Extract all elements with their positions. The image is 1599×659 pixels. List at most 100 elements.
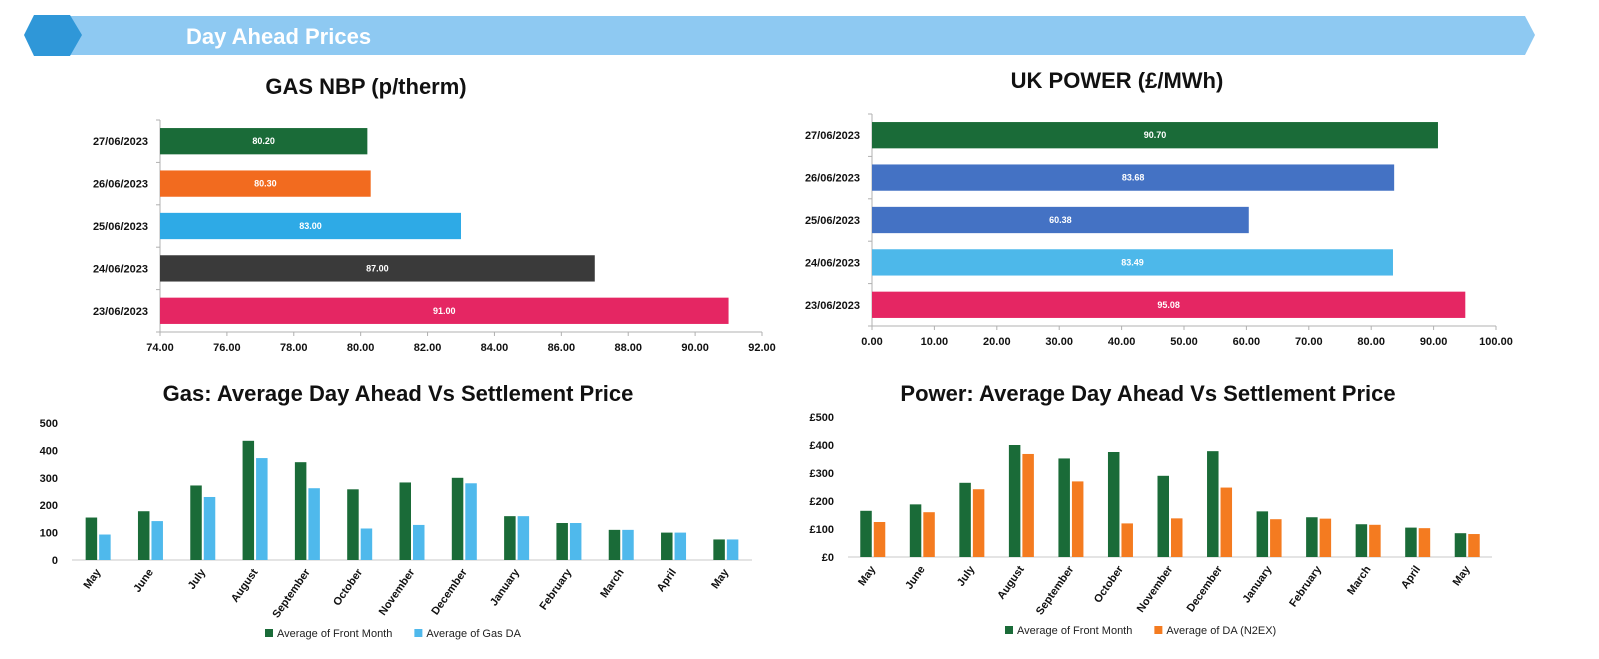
uk-power-bar [872,122,1438,149]
power-average-bar [1058,458,1070,557]
gas-average-y-tick-label: 0 [52,555,58,567]
power-average-category-label: May [856,563,879,588]
power-average-bar [1171,518,1183,557]
power-average-category-label: April [1399,564,1423,591]
power-average-legend-swatch [1005,626,1013,634]
power-average-category-label: September [1034,563,1077,617]
power-average-y-tick-label: £400 [810,440,834,452]
gas-nbp-x-tick-label: 78.00 [280,342,308,354]
gas-average-bar [99,534,111,560]
uk-power-x-tick-label: 20.00 [983,336,1011,348]
gas-average-category-label: May [82,566,105,591]
uk-power-category-label: 27/06/2023 [805,130,860,142]
gas-average-bar [399,482,411,560]
gas-average-plot: Gas: Average Day Ahead Vs Settlement Pri… [40,381,752,640]
gas-average-category-label: June [131,567,156,595]
gas-nbp-x-tick-label: 86.00 [548,342,576,354]
uk-power-title: UK POWER (£/MWh) [1011,68,1224,93]
power-average-bar [923,512,935,557]
gas-nbp-x-tick-label: 92.00 [748,342,776,354]
gas-average-legend-label: Average of Gas DA [426,628,521,640]
uk-power-x-tick-label: 100.00 [1479,336,1513,348]
power-average-bar [1454,533,1467,557]
gas-nbp-data-label: 91.00 [433,306,456,316]
gas-nbp-category-label: 27/06/2023 [93,136,148,148]
power-average-bar [1405,527,1417,557]
uk-power-x-tick-label: 40.00 [1108,336,1136,348]
power-average-bar [873,522,886,557]
power-average-bar [1022,453,1034,557]
uk-power-bar [872,206,1249,234]
gas-average-legend-swatch [265,629,273,637]
uk-power-plot: UK POWER (£/MWh) 90.70 27/06/2023 83.68 26/… [805,68,1513,348]
gas-average-bar [661,532,673,560]
gas-nbp-x-tick-label: 82.00 [414,342,442,354]
gas-nbp-bar [160,297,729,324]
power-average-category-label: December [1185,563,1226,614]
gas-average-category-label: May [709,566,732,591]
power-average-bar [1256,511,1269,557]
gas-average-bar [294,462,307,560]
gas-average-category-label: July [186,566,209,592]
gas-average-y-tick-label: 500 [40,418,58,430]
gas-nbp-x-tick-label: 80.00 [347,342,375,354]
gas-nbp-bar [160,255,595,282]
power-average-bar [1418,528,1431,557]
gas-average-category-label: November [377,566,418,618]
power-average-category-label: July [955,563,978,589]
power-average-category-label: November [1135,563,1176,615]
power-average-bar [1468,534,1480,557]
gas-nbp-x-tick-label: 88.00 [614,342,642,354]
power-average-y-tick-label: £300 [810,468,834,480]
power-average-category-label: March [1345,564,1374,598]
power-average-category-label: August [995,564,1027,602]
gas-average-bar [517,516,530,560]
power-average-bar [1107,452,1120,557]
gas-average-category-label: August [229,567,261,605]
gas-average-category-label: October [331,566,365,608]
gas-nbp-x-tick-label: 74.00 [146,342,174,354]
power-average-bar [1220,487,1233,557]
gas-nbp-category-label: 26/06/2023 [93,179,148,191]
gas-average-bar [713,539,725,560]
uk-power-x-tick-label: 70.00 [1295,336,1323,348]
gas-nbp-data-label: 80.30 [254,179,277,189]
uk-power-data-label: 83.68 [1122,173,1145,183]
gas-average-chart: Gas: Average Day Ahead Vs Settlement Pri… [0,375,780,659]
header-cap [24,15,82,56]
gas-average-y-tick-label: 300 [40,473,58,485]
gas-average-category-label: September [270,566,313,620]
gas-average-bar [726,539,739,560]
gas-nbp-data-label: 80.20 [252,136,275,146]
gas-average-bar [608,529,621,560]
power-average-bar [1355,524,1368,557]
power-average-y-tick-label: £500 [810,412,834,424]
uk-power-x-tick-label: 10.00 [921,336,949,348]
gas-nbp-chart: GAS NBP (p/therm) 80.20 27/06/2023 80.30 26… [0,60,800,375]
power-average-category-label: January [1240,563,1275,605]
gas-nbp-data-label: 87.00 [366,263,389,273]
uk-power-chart: UK POWER (£/MWh) 90.70 27/06/2023 83.68 26/… [780,60,1599,375]
gas-average-bar [256,458,268,560]
uk-power-bar [872,291,1466,318]
gas-average-bar [674,532,687,560]
gas-nbp-title: GAS NBP (p/therm) [265,74,466,99]
power-average-bar [1369,524,1381,557]
uk-power-x-tick-label: 50.00 [1170,336,1198,348]
header-banner: Day Ahead Prices [24,15,1535,56]
gas-average-bar [451,477,464,560]
power-average-category-label: May [1451,563,1474,588]
gas-average-title: Gas: Average Day Ahead Vs Settlement Pri… [163,381,634,406]
gas-average-category-label: December [429,566,470,617]
uk-power-x-tick-label: 30.00 [1045,336,1073,348]
power-average-plot: Power: Average Day Ahead Vs Settlement P… [810,381,1492,637]
uk-power-bar [872,164,1395,191]
gas-nbp-x-tick-label: 76.00 [213,342,241,354]
gas-average-bar [347,489,359,560]
uk-power-category-label: 25/06/2023 [805,215,860,227]
header-band [40,16,1535,55]
gas-average-y-tick-label: 400 [40,445,58,457]
uk-power-data-label: 90.70 [1144,130,1167,140]
uk-power-x-tick-label: 60.00 [1233,336,1261,348]
uk-power-data-label: 83.49 [1121,257,1144,267]
